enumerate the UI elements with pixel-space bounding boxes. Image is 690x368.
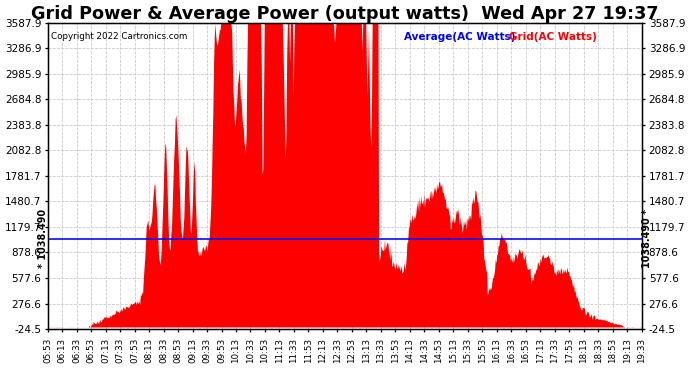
Text: Copyright 2022 Cartronics.com: Copyright 2022 Cartronics.com: [50, 32, 187, 41]
Text: * 1038.490: * 1038.490: [38, 209, 48, 269]
Title: Grid Power & Average Power (output watts)  Wed Apr 27 19:37: Grid Power & Average Power (output watts…: [31, 5, 659, 23]
Text: 1038.490 *: 1038.490 *: [642, 209, 652, 269]
Text: Average(AC Watts): Average(AC Watts): [404, 32, 516, 42]
Text: Grid(AC Watts): Grid(AC Watts): [509, 32, 596, 42]
